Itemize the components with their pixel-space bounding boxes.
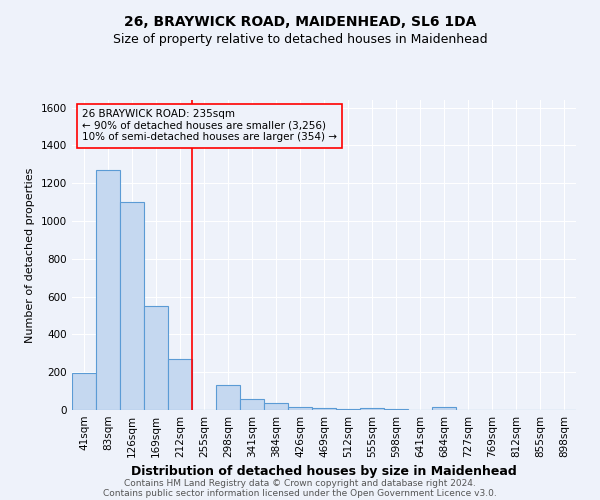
X-axis label: Distribution of detached houses by size in Maidenhead: Distribution of detached houses by size … [131, 466, 517, 478]
Bar [168, 359, 192, 410]
Bar [432, 406, 456, 410]
Bar [336, 409, 360, 410]
Bar [360, 408, 384, 410]
Text: 26, BRAYWICK ROAD, MAIDENHEAD, SL6 1DA: 26, BRAYWICK ROAD, MAIDENHEAD, SL6 1DA [124, 15, 476, 29]
Y-axis label: Number of detached properties: Number of detached properties [25, 168, 35, 342]
Bar [384, 409, 408, 410]
Text: Size of property relative to detached houses in Maidenhead: Size of property relative to detached ho… [113, 32, 487, 46]
Bar [120, 202, 144, 410]
Bar [240, 398, 264, 410]
Text: Contains HM Land Registry data © Crown copyright and database right 2024.: Contains HM Land Registry data © Crown c… [124, 478, 476, 488]
Bar [264, 404, 288, 410]
Bar [96, 170, 120, 410]
Bar [216, 386, 240, 410]
Text: Contains public sector information licensed under the Open Government Licence v3: Contains public sector information licen… [103, 488, 497, 498]
Bar [144, 306, 168, 410]
Bar [288, 407, 312, 410]
Text: 26 BRAYWICK ROAD: 235sqm
← 90% of detached houses are smaller (3,256)
10% of sem: 26 BRAYWICK ROAD: 235sqm ← 90% of detach… [82, 110, 337, 142]
Bar [72, 373, 96, 410]
Bar [312, 408, 336, 410]
